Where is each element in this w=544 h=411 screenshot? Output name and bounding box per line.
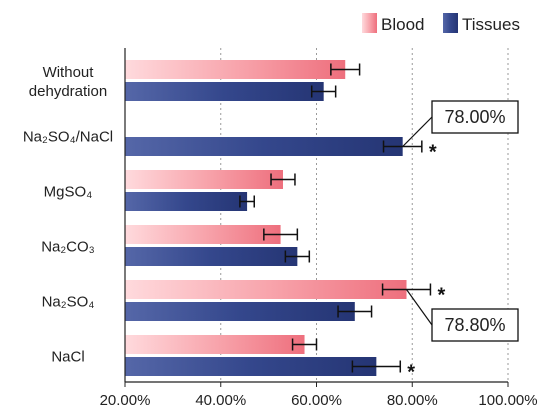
category-label-nacl: NaCl [51, 349, 84, 366]
bar-blood-na-so [125, 280, 407, 299]
x-tick-label: 80.00% [387, 392, 438, 409]
category-label-without-dehydration: Without [43, 64, 95, 81]
callout-box [431, 100, 519, 134]
callout-leader [402, 116, 433, 147]
category-label-mgso: MgSO₄ [44, 184, 93, 201]
error-bar-tissues-na-so [337, 305, 373, 318]
category-labels: Without dehydration Na₂SO₄/NaCl MgSO₄ Na₂CO₃… [23, 64, 113, 366]
bar-blood-na-co [125, 225, 281, 244]
category-label-na-so-nacl: Na₂SO₄/NaCl [23, 129, 113, 146]
callout-leader [406, 289, 433, 326]
error-bar-tissues-without-dehydration [310, 85, 337, 98]
bar-tissues-without-dehydration [125, 82, 324, 101]
legend-label-blood: Blood [381, 15, 424, 34]
significance-star: * [437, 285, 445, 307]
x-tick-label: 60.00% [291, 392, 342, 409]
bar-blood-mgso [125, 170, 283, 189]
legend-swatch-tissues [443, 13, 458, 33]
bar-blood-nacl [125, 335, 305, 354]
x-axis: 20.00% 40.00% 60.00% 80.00% 100.00% [100, 48, 538, 409]
x-tick-label: 40.00% [195, 392, 246, 409]
bars [125, 60, 407, 376]
category-label-na-co: Na₂CO₃ [41, 239, 95, 256]
legend-swatch-blood [362, 13, 377, 33]
bar-tissues-nacl [125, 357, 377, 376]
category-label-na-so: Na₂SO₄ [42, 294, 95, 311]
category-label-without-dehydration: dehydration [29, 83, 107, 100]
bar-blood-without-dehydration [125, 60, 346, 79]
legend: Blood Tissues [362, 13, 520, 34]
annotations: * * * 78.00% 78.80% [402, 100, 519, 384]
error-bar-tissues-na-co [284, 250, 311, 263]
error-bars [239, 63, 432, 373]
bar-tissues-mgso [125, 192, 248, 211]
error-bar-blood-without-dehydration [330, 63, 361, 76]
bar-tissues-na-so-nacl [125, 137, 403, 156]
x-tick-label: 100.00% [478, 392, 537, 409]
significance-star: * [407, 362, 415, 384]
legend-item-tissues: Tissues [443, 13, 520, 34]
error-bar-tissues-mgso [239, 195, 256, 208]
error-bar-blood-mgso [270, 173, 296, 186]
error-bar-tissues-nacl [351, 360, 402, 373]
callout-box [431, 308, 519, 342]
callout-text: 78.80% [444, 315, 505, 335]
error-bar-blood-nacl [291, 338, 318, 351]
bar-tissues-na-co [125, 247, 298, 266]
callout-1: 78.00% [402, 100, 519, 147]
legend-item-blood: Blood [362, 13, 424, 34]
legend-label-tissues: Tissues [462, 15, 520, 34]
error-bar-blood-na-co [263, 228, 299, 241]
x-tick-label: 20.00% [100, 392, 151, 409]
callout-text: 78.00% [444, 107, 505, 127]
significance-star: * [429, 142, 437, 164]
callout-2: 78.80% [406, 289, 519, 342]
bar-tissues-na-so [125, 302, 355, 321]
